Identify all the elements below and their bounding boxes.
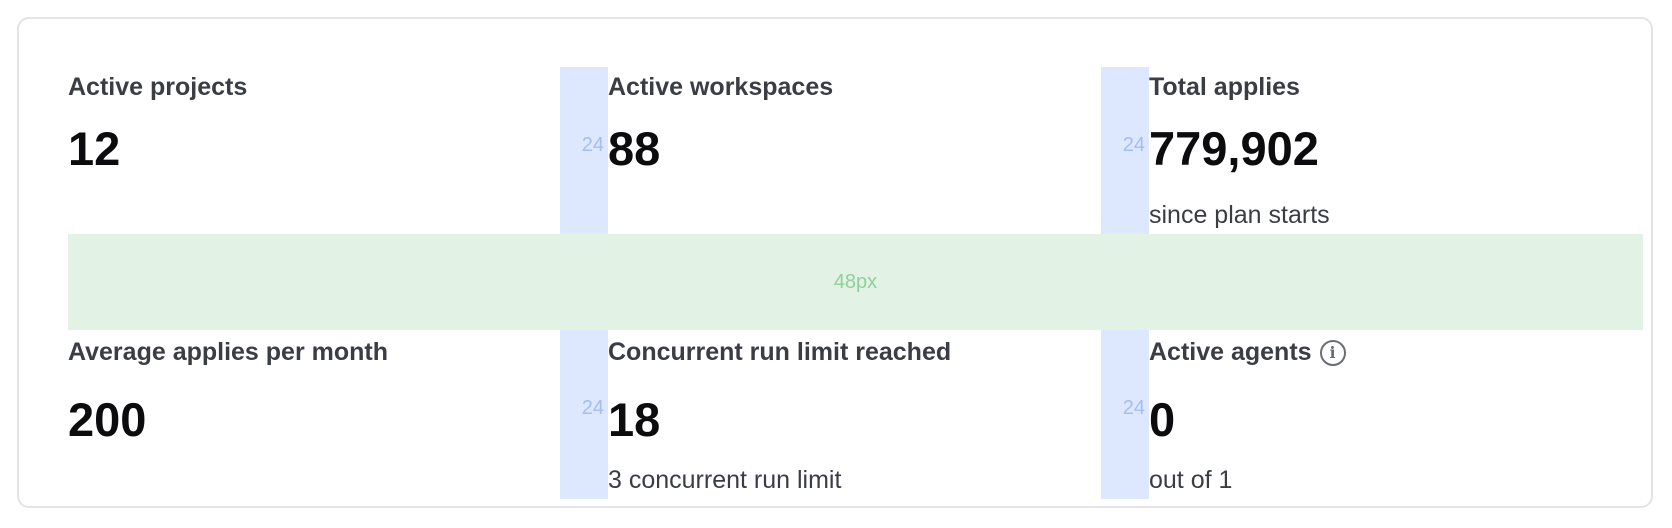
metric-subtext: since plan starts [1149, 201, 1330, 229]
metric-total-applies: Total applies 779,902 since plan starts [1149, 67, 1643, 234]
metric-label: Concurrent run limit reached [608, 338, 952, 366]
metric-label: Average applies per month [68, 338, 388, 366]
metric-subtext: 3 concurrent run limit [608, 466, 842, 494]
column-gap-annotation: 24 [1101, 330, 1149, 499]
metric-value: 12 [68, 122, 121, 175]
metric-value: 200 [68, 393, 147, 446]
usage-summary-card: Active projects 12 24 Active workspaces … [17, 17, 1653, 508]
metric-average-applies: Average applies per month 200 [68, 330, 560, 499]
metric-concurrent-run-limit: Concurrent run limit reached 18 3 concur… [608, 330, 1101, 499]
info-icon[interactable]: i [1319, 339, 1346, 366]
metric-label: Active workspaces [608, 73, 834, 101]
metric-value: 88 [608, 122, 661, 175]
column-gap-annotation: 24 [560, 330, 608, 499]
metric-value: 779,902 [1149, 122, 1319, 175]
metric-value: 18 [608, 393, 661, 446]
column-gap-annotation: 24 [560, 67, 608, 234]
column-gap-annotation: 24 [1101, 67, 1149, 234]
metric-label: Total applies [1149, 73, 1300, 101]
metric-value: 0 [1149, 393, 1176, 446]
metric-active-workspaces: Active workspaces 88 [608, 67, 1101, 234]
metric-label-row: Active agents i [1149, 338, 1346, 367]
metric-subtext: out of 1 [1149, 466, 1233, 494]
row-gap-annotation: 48px [68, 234, 1643, 330]
metric-label: Active agents [1149, 338, 1312, 366]
metric-active-projects: Active projects 12 [68, 67, 560, 234]
metric-label: Active projects [68, 73, 248, 101]
metric-active-agents: Active agents i 0 out of 1 [1149, 330, 1643, 499]
